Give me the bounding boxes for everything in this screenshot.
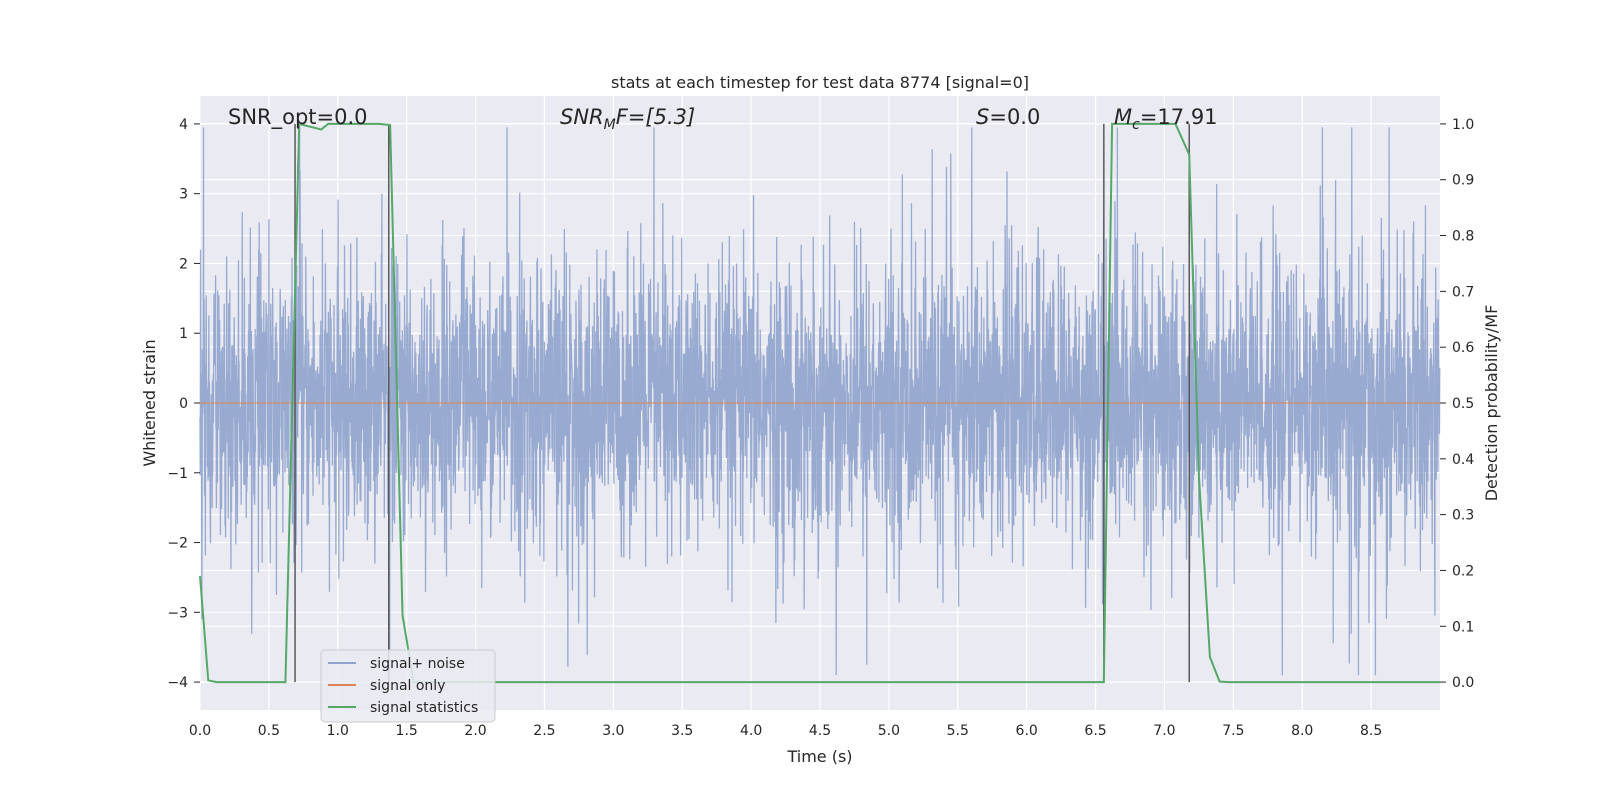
x-ticks: 0.0 0.5 1.0 1.5 2.0 2.5 3.0 3.5 4.0 4.5 5.0 5.5 6.0 6…: [189, 723, 1382, 739]
annotation-snr-mf-tail: F=[5.3]: [616, 105, 695, 129]
y-axis-label-left: Whitened strain: [140, 339, 159, 466]
annotation-mc-tail: =17.91: [1140, 105, 1218, 129]
signal-noise-line: [199, 127, 1441, 676]
x-tick-label-17: 8.5: [1360, 723, 1382, 739]
x-tick-label-4: 2.0: [464, 723, 486, 739]
signal-statistics-line: [199, 122, 1440, 684]
y-tick-label-right-8: 0.2: [1452, 563, 1474, 579]
annotation-s-main: S: [976, 105, 989, 129]
y-tick-label-right-5: 0.5: [1452, 396, 1474, 412]
y-tick-label-right-3: 0.7: [1452, 284, 1474, 300]
y-tick-label-right-2: 0.8: [1452, 229, 1474, 245]
y-tick-label-right-7: 0.3: [1452, 508, 1474, 524]
x-tick-label-9: 4.5: [809, 723, 831, 739]
y-tick-label-left-4: 0: [179, 396, 188, 412]
annotation-s-tail: =0.0: [989, 105, 1040, 129]
y-ticks-right: 1.0 0.9 0.8 0.7 0.6 0.5 0.4 0.3 0.2 0.1 0.0: [1440, 117, 1474, 691]
series-signal-statistics: [199, 122, 1440, 684]
y-tick-label-left-8: −4: [167, 675, 188, 691]
annotation-snr-mf: SNRMF=[5.3]: [560, 105, 695, 133]
x-tick-label-12: 6.0: [1016, 723, 1038, 739]
y-tick-label-right-6: 0.4: [1452, 452, 1474, 468]
y-tick-label-right-9: 0.1: [1452, 619, 1474, 635]
y-tick-label-right-0: 1.0: [1452, 117, 1474, 133]
annotation-mc: Mc=17.91: [1114, 105, 1218, 133]
y-tick-label-left-7: −3: [167, 605, 188, 621]
x-tick-label-5: 2.5: [533, 723, 555, 739]
chart-title: stats at each timestep for test data 877…: [611, 73, 1029, 92]
x-tick-label-16: 8.0: [1291, 723, 1313, 739]
x-tick-label-3: 1.5: [396, 723, 418, 739]
legend-label-signal-noise: signal+ noise: [370, 656, 465, 672]
vertical-markers: [294, 123, 1190, 683]
y-tick-label-right-1: 0.9: [1452, 173, 1474, 189]
legend-label-signal-only: signal only: [370, 678, 445, 694]
x-axis-label: Time (s): [786, 747, 852, 766]
x-tick-label-10: 5.0: [878, 723, 900, 739]
y-tick-label-right-4: 0.6: [1452, 340, 1474, 356]
x-tick-label-11: 5.5: [947, 723, 969, 739]
x-tick-label-0: 0.0: [189, 723, 211, 739]
legend-box: [320, 649, 496, 723]
annotation-snr-opt: SNR_opt=0.0: [228, 105, 368, 130]
x-tick-label-15: 7.5: [1222, 723, 1244, 739]
y-tick-label-left-3: 1: [179, 326, 188, 342]
legend-label-signal-statistics: signal statistics: [370, 700, 478, 716]
y-tick-label-left-2: 2: [179, 256, 188, 272]
annotation-snr-mf-main: SNR: [560, 105, 604, 129]
series-signal-noise: [199, 127, 1441, 676]
legend: signal+ noise signal only signal statist…: [320, 649, 496, 723]
x-tick-label-2: 1.0: [327, 723, 349, 739]
y-axis-label-right: Detection probability/MF: [1482, 305, 1501, 502]
y-tick-label-left-1: 3: [179, 187, 188, 203]
annotation-mc-main: M: [1114, 105, 1132, 129]
y-tick-label-left-5: −1: [167, 466, 188, 482]
x-tick-label-13: 6.5: [1084, 723, 1106, 739]
annotation-snr-mf-sub: M: [604, 117, 616, 133]
y-tick-label-left-6: −2: [167, 536, 188, 552]
y-tick-label-left-0: 4: [179, 117, 188, 133]
annotation-s: S=0.0: [976, 105, 1040, 129]
x-tick-label-14: 7.0: [1153, 723, 1175, 739]
y-tick-label-right-10: 0.0: [1452, 675, 1474, 691]
annotation-mc-sub: c: [1132, 117, 1140, 133]
x-tick-label-8: 4.0: [740, 723, 762, 739]
y-ticks-left: 4 3 2 1 0 −1 −2 −3 −4: [167, 117, 200, 691]
x-tick-label-7: 3.5: [671, 723, 693, 739]
x-tick-label-6: 3.0: [602, 723, 624, 739]
x-tick-label-1: 0.5: [258, 723, 280, 739]
